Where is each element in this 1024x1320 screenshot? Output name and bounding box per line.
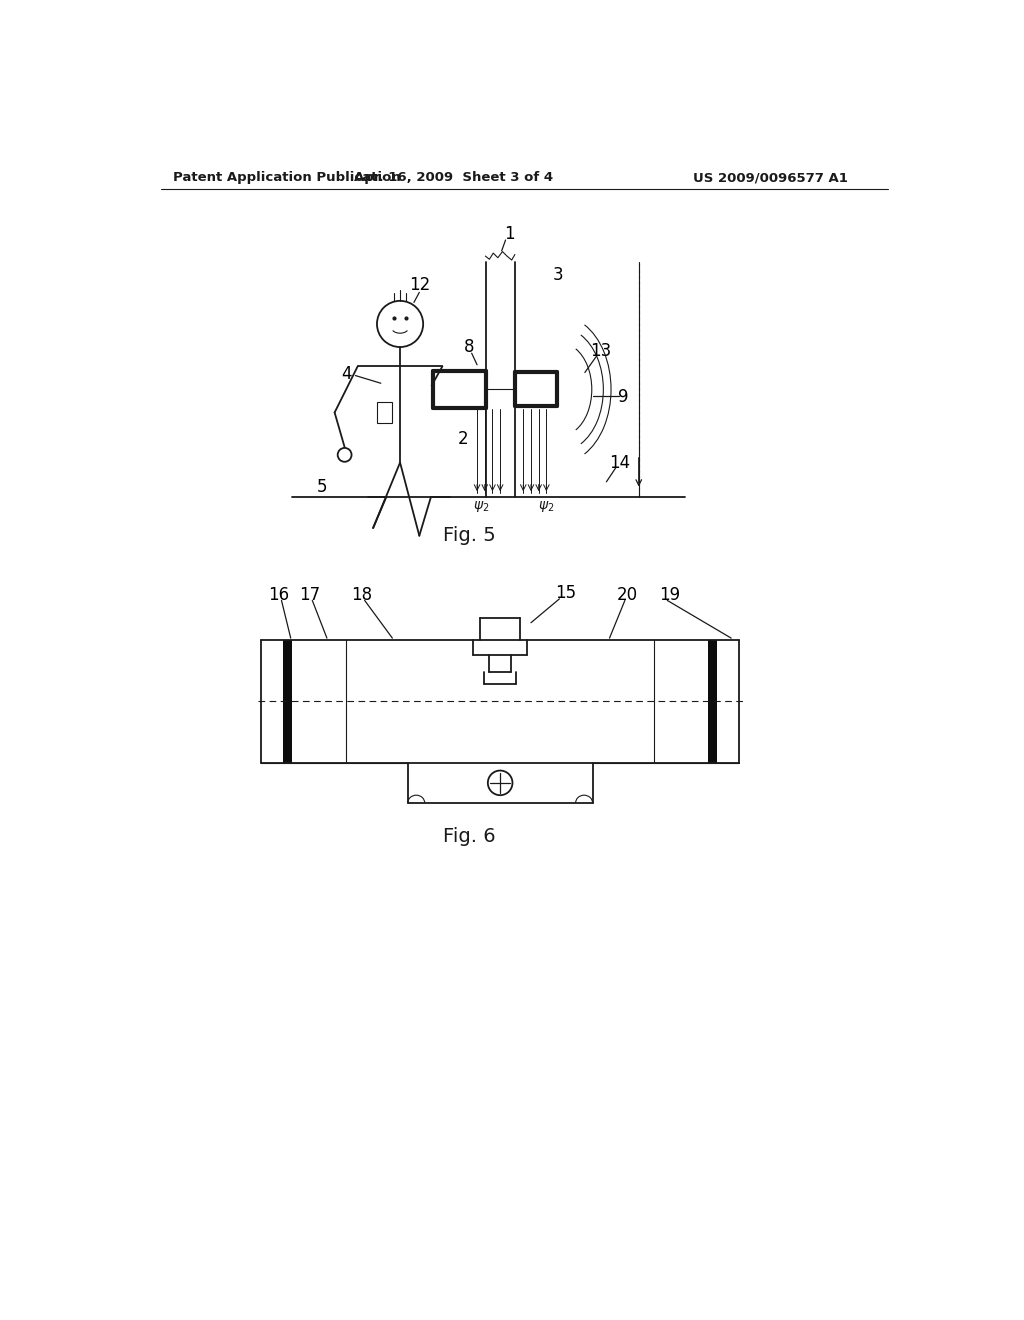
Text: $\psi_2$: $\psi_2$ [473, 499, 489, 513]
Text: 13: 13 [590, 342, 611, 360]
Text: 4: 4 [341, 366, 351, 383]
Bar [283, 640, 292, 763]
Text: 5: 5 [316, 478, 327, 496]
Text: Apr. 16, 2009  Sheet 3 of 4: Apr. 16, 2009 Sheet 3 of 4 [354, 172, 554, 185]
Text: 19: 19 [659, 586, 680, 605]
Text: 2: 2 [458, 430, 469, 449]
Text: 3: 3 [553, 267, 563, 284]
Text: 9: 9 [618, 388, 629, 407]
Text: 1: 1 [504, 224, 515, 243]
Text: 20: 20 [616, 586, 638, 605]
Text: US 2009/0096577 A1: US 2009/0096577 A1 [692, 172, 848, 185]
Text: 12: 12 [409, 276, 430, 294]
Text: 14: 14 [609, 454, 630, 471]
Text: 18: 18 [351, 586, 372, 605]
Text: 8: 8 [464, 338, 474, 356]
Text: Patent Application Publication: Patent Application Publication [173, 172, 400, 185]
Text: 17: 17 [299, 586, 319, 605]
Text: 15: 15 [555, 585, 577, 602]
Text: Fig. 5: Fig. 5 [443, 527, 496, 545]
Bar [708, 640, 717, 763]
Bar [377, 401, 392, 424]
Text: Fig. 6: Fig. 6 [443, 826, 496, 846]
Text: 16: 16 [268, 586, 289, 605]
Text: $\psi_2$: $\psi_2$ [539, 499, 555, 513]
